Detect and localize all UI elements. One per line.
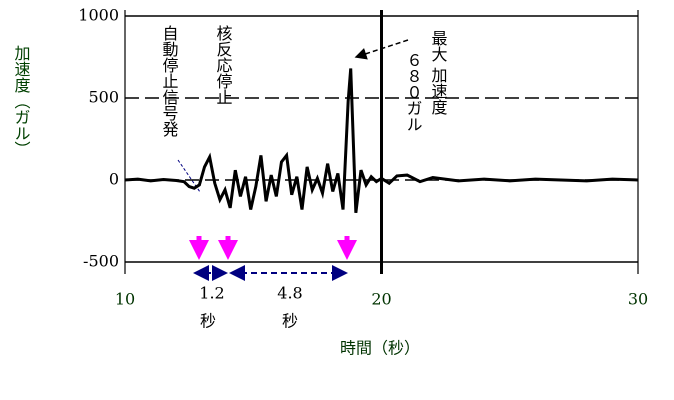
annotation: 核反応停止 xyxy=(214,25,233,105)
y-tick-label: 1000 xyxy=(78,6,119,25)
trace xyxy=(124,68,639,213)
annotation: 秒 xyxy=(282,312,298,331)
x-tick-label: 10 xyxy=(115,290,135,309)
annotation: 秒 xyxy=(200,312,216,331)
annotation: 自動停止信号発 xyxy=(160,25,179,138)
x-axis-label: 時間（秒） xyxy=(340,339,420,358)
event-arrows xyxy=(189,236,357,260)
y-tick-label: 0 xyxy=(109,170,119,189)
annotation: ６８０ガル xyxy=(404,52,423,132)
y-tick-label: 500 xyxy=(88,88,119,107)
y-tick-label: -500 xyxy=(83,252,119,271)
annotation: 4.8 xyxy=(277,284,302,303)
annotation: 最大 加速度 xyxy=(429,30,448,115)
x-tick-label: 20 xyxy=(371,290,391,309)
annotation: 1.2 xyxy=(199,284,224,303)
y-axis-label: 加速度（ガル） xyxy=(12,45,31,157)
x-tick-label: 30 xyxy=(628,290,648,309)
